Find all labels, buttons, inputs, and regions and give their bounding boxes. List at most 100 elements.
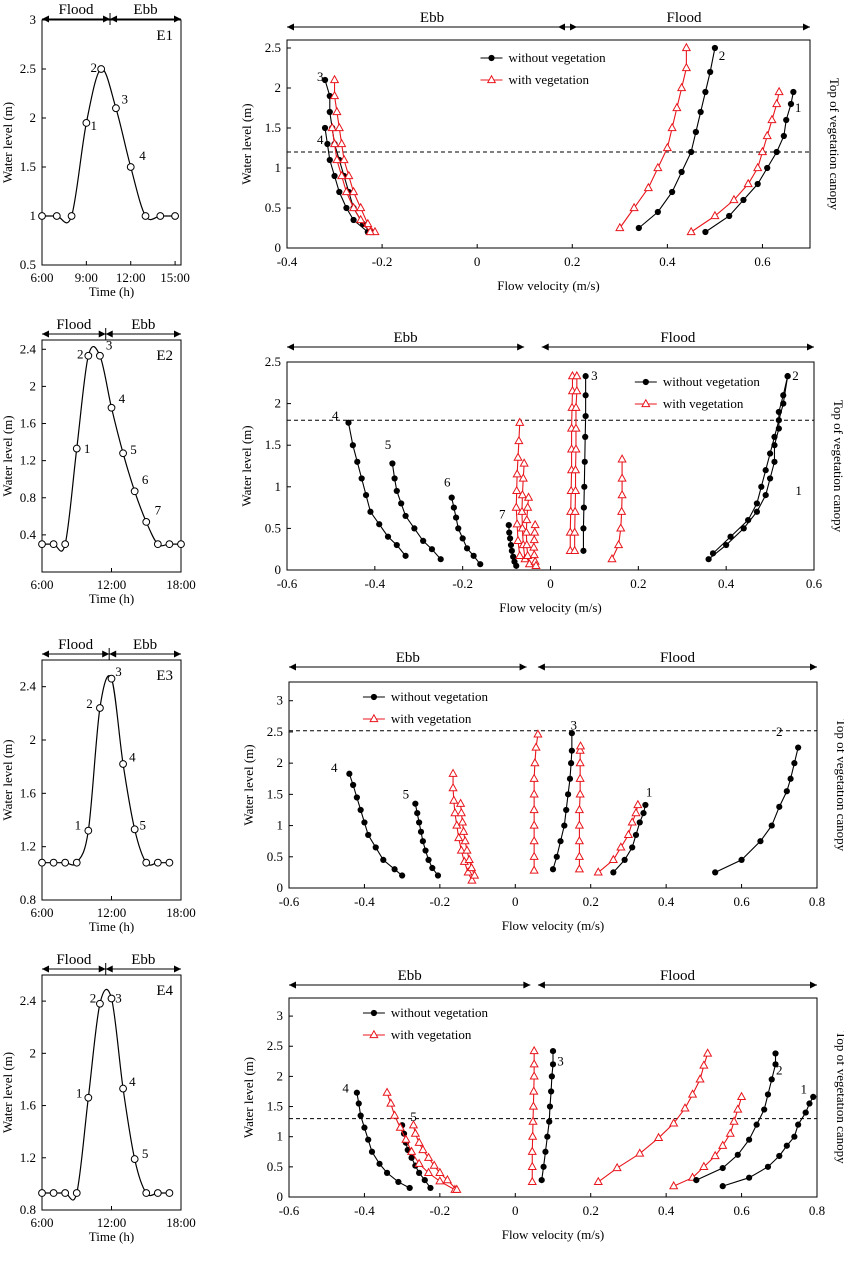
marker-circle	[678, 168, 685, 176]
marker-triangle	[574, 851, 585, 860]
tide-point-label: 4	[129, 749, 136, 764]
arrow-head	[558, 23, 566, 31]
marker-triangle	[736, 1091, 747, 1100]
marker-circle	[350, 781, 357, 789]
series-2-without-vegetation	[635, 44, 719, 232]
marker-triangle	[348, 202, 359, 212]
profile-label: 4	[317, 132, 324, 147]
tide-point	[119, 760, 127, 768]
series-line	[619, 48, 687, 229]
marker-circle	[354, 458, 361, 465]
tide-point-label: 6	[142, 472, 149, 487]
y-tick-label: 1.6	[20, 785, 37, 800]
series-line	[386, 1092, 456, 1191]
y-tick-label: 2.5	[265, 40, 281, 55]
y-tick-label: 2	[30, 110, 37, 125]
marker-triangle	[414, 1158, 424, 1167]
tide-point-label: 1	[75, 817, 82, 832]
tide-point	[61, 540, 70, 549]
marker-triangle	[575, 745, 585, 754]
tide-point	[126, 163, 135, 171]
marker-circle	[762, 492, 769, 499]
x-tick-label: 0.4	[659, 254, 676, 269]
x-tick-label: 6:00	[30, 1215, 53, 1230]
marker-triangle	[681, 62, 692, 72]
profile-label: 4	[331, 760, 338, 775]
marker-triangle	[363, 218, 373, 228]
profile-label: 6	[444, 475, 451, 490]
marker-triangle	[669, 1118, 679, 1127]
x-tick-label: 6:00	[30, 577, 53, 592]
velocity-plot-frame	[286, 39, 811, 249]
tide-point	[165, 1189, 174, 1197]
marker-circle	[393, 541, 400, 549]
arrow-head	[42, 15, 49, 23]
profile-label: 5	[410, 1109, 417, 1124]
marker-triangle	[513, 535, 523, 544]
marker-circle	[783, 116, 790, 124]
tide-point-label: 4	[139, 148, 146, 163]
profile-label: 3	[317, 69, 324, 84]
marker-circle	[408, 1154, 415, 1161]
marker-triangle	[527, 1176, 537, 1186]
tide-point	[107, 403, 116, 412]
marker-triangle	[449, 795, 459, 804]
profile-label: 1	[801, 1082, 808, 1097]
marker-circle	[544, 1133, 551, 1140]
marker-circle	[764, 164, 771, 172]
tide-point-label: 3	[106, 337, 113, 352]
marker-triangle	[329, 74, 340, 84]
marker-circle	[642, 801, 649, 809]
marker-triangle	[529, 1071, 539, 1080]
marker-circle	[505, 521, 512, 529]
marker-circle	[463, 545, 471, 552]
y-tick-label: 0.5	[267, 1159, 283, 1174]
tide-point	[49, 540, 58, 549]
marker-triangle	[327, 122, 337, 132]
marker-triangle	[725, 1128, 735, 1137]
x-tick-label: 6:00	[30, 270, 53, 285]
canopy-axis-label: Top of vegetation canopy	[827, 78, 842, 211]
marker-triangle	[593, 867, 603, 876]
marker-triangle	[457, 817, 468, 826]
marker-triangle	[530, 519, 540, 529]
arrow-head	[42, 650, 49, 658]
tide-point	[130, 825, 139, 834]
series-4-with-vegetation	[382, 1087, 460, 1193]
marker-triangle	[382, 1087, 392, 1096]
velocity-chart: -0.6 -0.4 -0.2 0 0.2 0.4 0.6 0 0.5 1 1.5 2 2.5 Flow v…	[239, 330, 844, 615]
marker-circle	[546, 1118, 553, 1125]
y-tick-label: 2	[275, 396, 282, 411]
marker-circle	[697, 108, 704, 116]
tide-chart: 6:00 12:00 18:00 0.8 1.2 1.6 2 2.4 Time (h) Water…	[0, 952, 196, 1244]
marker-triangle	[517, 523, 528, 532]
marker-triangle	[653, 162, 663, 172]
series-line	[347, 422, 407, 557]
series-7-with-vegetation	[529, 519, 541, 569]
marker-triangle	[408, 1120, 419, 1129]
marker-triangle	[515, 417, 525, 426]
series-line	[612, 804, 646, 873]
marker-circle	[367, 508, 374, 515]
tide-point	[84, 826, 93, 835]
series-line	[569, 376, 574, 551]
marker-circle	[761, 1106, 768, 1113]
marker-circle	[326, 156, 333, 164]
marker-circle	[580, 547, 587, 554]
arrow-head	[541, 343, 549, 351]
marker-triangle	[523, 550, 533, 559]
marker-triangle	[527, 1131, 538, 1140]
marker-triangle	[762, 130, 772, 140]
marker-triangle	[389, 1110, 400, 1119]
tide-ebb-arrow-label: Ebb	[131, 317, 155, 333]
ebb-arrow-label: Ebb	[420, 10, 444, 26]
tide-point-label: 5	[142, 1146, 149, 1161]
profile-label: 4	[342, 1080, 349, 1095]
marker-circle	[783, 1142, 790, 1149]
marker-circle	[636, 819, 643, 826]
tide-chart: 6:00 12:00 18:00 0.8 1.2 1.6 2 2.4 Time (h) Water…	[0, 637, 196, 934]
marker-triangle	[423, 1152, 434, 1161]
x-tick-label: -0.4	[354, 1203, 375, 1218]
marker-triangle	[757, 146, 768, 156]
tide-plot-frame	[41, 339, 182, 573]
